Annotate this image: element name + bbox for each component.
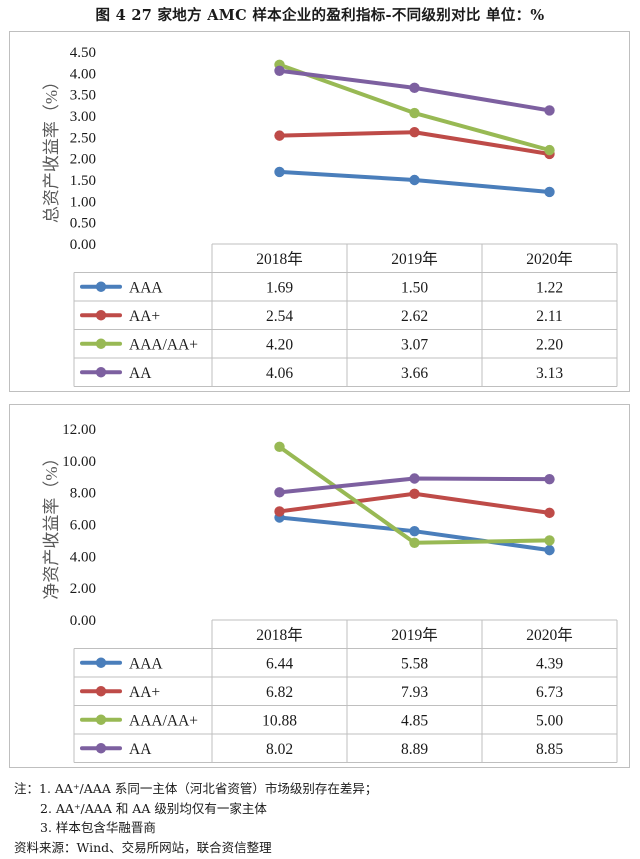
- roa-legend-label: AA: [129, 365, 152, 382]
- roe-legend-key-marker: [95, 714, 107, 725]
- roe-legend-key-marker: [95, 686, 107, 697]
- roe-data-label: 6.73: [536, 684, 563, 701]
- roa-legend-key-marker: [95, 367, 107, 378]
- roa-line-chart: 总资产收益率（%） 0.00 0.50 1.00 1.50 2.00 2.50 3.00 3.5…: [42, 45, 618, 387]
- roe-data-point: [409, 525, 420, 537]
- roe-data-label: 4.85: [401, 712, 428, 729]
- roe-legend-key-marker: [95, 657, 107, 668]
- roa-data-point: [274, 130, 285, 141]
- roe-y-tick-label: 0.00: [70, 613, 96, 629]
- roe-data-point: [409, 473, 420, 484]
- roe-data-label: 4.39: [536, 655, 563, 672]
- roe-data-point: [409, 537, 420, 549]
- roe-data-label: 5.58: [401, 655, 428, 672]
- roe-legend-key-marker: [95, 743, 107, 754]
- roe-y-tick-label: 12.00: [62, 422, 96, 438]
- roe-category-label: 2020年: [526, 626, 573, 644]
- roa-legend-key-marker: [95, 338, 107, 349]
- roe-category-label: 2019年: [391, 626, 438, 644]
- roe-data-point: [544, 535, 555, 546]
- roa-data-point: [409, 107, 420, 119]
- roe-data-label: 6.82: [266, 684, 293, 701]
- roe-data-point: [274, 506, 285, 517]
- roa-legend-label: AAA/AA+: [129, 336, 198, 353]
- roa-y-tick-label: 0.00: [70, 237, 96, 253]
- roa-data-point: [544, 144, 555, 156]
- roa-data-label: 1.69: [266, 279, 293, 296]
- roa-data-label: 4.20: [266, 336, 293, 353]
- roe-data-point: [544, 544, 555, 556]
- roe-data-point: [274, 487, 285, 498]
- roa-y-tick-label: 3.50: [70, 88, 96, 104]
- roa-category-label: 2018年: [256, 250, 303, 268]
- roa-y-tick-label: 0.50: [70, 216, 96, 232]
- roe-data-label: 7.93: [401, 684, 428, 701]
- roa-y-axis-title: 总资产收益率（%）: [42, 73, 61, 223]
- roe-legend-label: AAA: [129, 655, 163, 672]
- roe-y-tick-label: 4.00: [70, 549, 96, 565]
- roa-data-label: 3.66: [401, 365, 428, 382]
- roa-legend-label: AAA: [129, 279, 163, 296]
- roa-data-label: 1.22: [536, 279, 563, 296]
- roe-legend-label: AAA/AA+: [129, 712, 198, 729]
- roe-data-label: 5.00: [536, 712, 563, 729]
- roe-data-label: 8.85: [536, 741, 563, 758]
- roa-data-label: 2.62: [401, 308, 428, 325]
- roe-category-label: 2018年: [256, 626, 303, 644]
- roa-legend-key-marker: [95, 281, 107, 292]
- roa-y-tick-label: 4.50: [70, 45, 96, 61]
- roe-y-axis-title: 净资产收益率（%）: [42, 449, 61, 599]
- figure-title: 图 4 27 家地方 AMC 样本企业的盈利指标-不同级别对比 单位：%: [95, 7, 545, 24]
- roa-category-label: 2019年: [391, 250, 438, 268]
- roe-y-tick-label: 6.00: [70, 518, 96, 534]
- roe-y-tick-label: 2.00: [70, 581, 96, 597]
- roa-category-label: 2020年: [526, 250, 573, 268]
- note-line-3: 3. 样本包含华融晋商: [40, 820, 156, 835]
- roa-data-point: [544, 105, 555, 116]
- roa-data-point: [409, 82, 420, 94]
- roa-data-label: 2.11: [536, 308, 563, 325]
- roe-legend-label: AA+: [129, 684, 160, 701]
- roe-data-point: [544, 507, 555, 519]
- note-line-2: 2. AA⁺/AAA 和 AA 级别均仅有一家主体: [40, 800, 267, 816]
- roa-data-point: [544, 186, 555, 198]
- roe-line-chart: 净资产收益率（%） 0.00 2.00 4.00 6.00 8.00 10.00 12.00 2…: [42, 422, 618, 763]
- roa-y-tick-label: 2.00: [70, 152, 96, 168]
- roa-y-tick-label: 4.00: [70, 66, 96, 82]
- roe-y-tick-label: 10.00: [62, 454, 96, 470]
- roa-legend-label: AA+: [129, 308, 160, 325]
- source-note: 资料来源：Wind、交易所网站，联合资信整理: [14, 839, 272, 855]
- roe-legend-label: AA: [129, 741, 152, 758]
- roa-data-label: 2.54: [266, 308, 293, 325]
- roe-data-label: 8.02: [266, 741, 293, 758]
- roe-data-label: 8.89: [401, 741, 428, 758]
- roa-chart-panel: 总资产收益率（%） 0.00 0.50 1.00 1.50 2.00 2.50 3.00 3.5…: [9, 31, 630, 392]
- roa-legend-key-marker: [95, 310, 107, 321]
- roa-data-label: 2.20: [536, 336, 563, 353]
- roa-y-tick-label: 2.50: [70, 130, 96, 146]
- roe-data-point: [409, 488, 420, 499]
- roe-y-tick-label: 8.00: [70, 486, 96, 502]
- roe-data-label: 6.44: [266, 655, 293, 672]
- roa-data-label: 3.07: [401, 336, 428, 353]
- roa-data-point: [409, 127, 420, 138]
- roe-data-point: [274, 441, 285, 453]
- figure-notes: 注：1. AA⁺/AAA 系同一主体（河北省资管）市场级别存在差异； 2. AA…: [14, 779, 377, 857]
- roa-data-point: [274, 65, 285, 76]
- roa-y-tick-label: 3.00: [70, 109, 96, 125]
- roa-y-tick-label: 1.50: [70, 173, 96, 189]
- roe-chart-panel: 净资产收益率（%） 0.00 2.00 4.00 6.00 8.00 10.00 12.00 2…: [9, 404, 630, 768]
- roa-data-point: [409, 174, 420, 186]
- roa-data-point: [274, 166, 285, 178]
- note-line-1: 注：1. AA⁺/AAA 系同一主体（河北省资管）市场级别存在差异；: [14, 781, 378, 796]
- roa-data-label: 1.50: [401, 279, 428, 296]
- roe-data-point: [544, 473, 555, 485]
- roa-data-label: 4.06: [266, 365, 293, 382]
- roa-data-label: 3.13: [536, 365, 563, 382]
- roe-data-label: 10.88: [262, 712, 297, 729]
- roa-y-tick-label: 1.00: [70, 194, 96, 210]
